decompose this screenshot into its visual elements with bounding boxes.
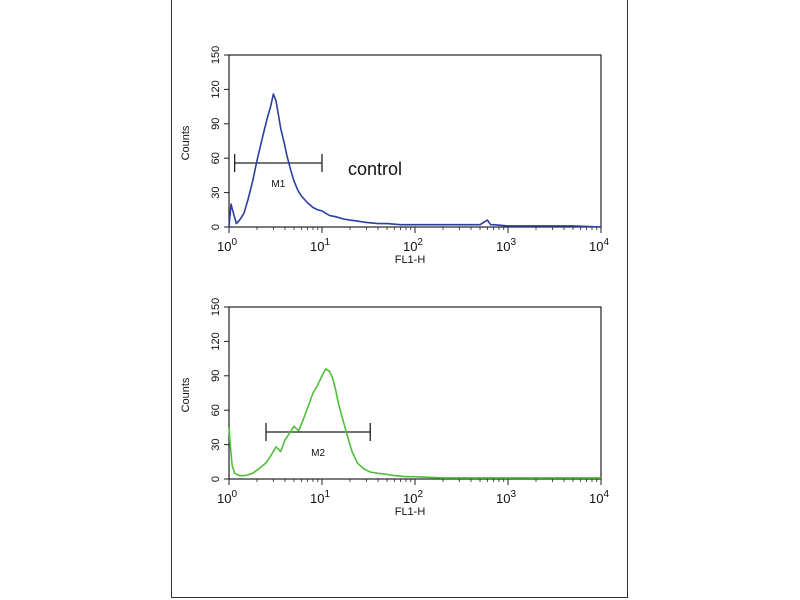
x-tick-label: 104 <box>589 489 609 506</box>
x-tick-label: 103 <box>496 237 516 254</box>
plot-frame <box>228 306 602 480</box>
x-tick-label: 100 <box>217 489 237 506</box>
y-tick-label: 30 <box>210 438 222 450</box>
histogram-panel-1: 0 30 60 90 120 150 Counts 100 101 102 103 104 FL1-H M… <box>180 46 609 266</box>
y-tick-label: 0 <box>210 476 222 482</box>
y-tick-label: 90 <box>210 370 222 382</box>
y-tick-label: 120 <box>210 332 222 350</box>
y-tick-label: 60 <box>210 152 222 164</box>
x-tick-label: 102 <box>403 489 423 506</box>
annotation-label: control <box>348 159 402 179</box>
x-tick-label: 101 <box>310 489 330 506</box>
y-tick-label: 90 <box>210 118 222 130</box>
y-tick-label: 150 <box>210 298 222 316</box>
y-tick-label: 150 <box>210 46 222 64</box>
y-tick-label: 30 <box>210 186 222 198</box>
histogram-line <box>228 93 602 228</box>
y-axis-label: Counts <box>180 377 192 412</box>
histogram-line <box>228 368 601 479</box>
marker-label: M1 <box>271 179 285 190</box>
y-tick-label: 120 <box>210 80 222 98</box>
x-axis-label: FL1-H <box>395 254 426 266</box>
histogram-panel-2: 0 30 60 90 120 150 Counts 100 101 102 103 104 FL1-H M… <box>180 298 609 518</box>
y-tick-label: 0 <box>210 224 222 230</box>
marker-label: M2 <box>311 448 325 459</box>
x-tick-label: 103 <box>496 489 516 506</box>
x-tick-label: 101 <box>310 237 330 254</box>
y-axis-label: Counts <box>180 125 192 160</box>
x-axis-label: FL1-H <box>395 506 426 518</box>
x-tick-label: 100 <box>217 237 237 254</box>
y-tick-label: 60 <box>210 404 222 416</box>
x-tick-label: 104 <box>589 237 609 254</box>
x-tick-label: 102 <box>403 237 423 254</box>
plot-frame <box>228 54 602 228</box>
figure-frame <box>171 0 628 598</box>
